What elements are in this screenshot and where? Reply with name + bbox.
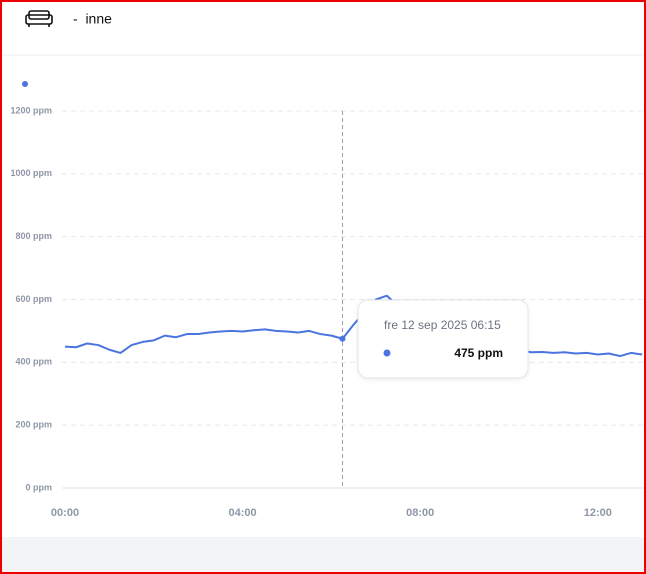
y-tick-label: 400 ppm bbox=[15, 357, 52, 367]
y-tick-label: 1000 ppm bbox=[10, 168, 52, 178]
x-tick-label: 04:00 bbox=[229, 507, 257, 519]
footer-band bbox=[2, 537, 644, 572]
y-tick-label: 200 ppm bbox=[15, 420, 52, 430]
y-tick-label: 0 ppm bbox=[25, 482, 52, 492]
x-tick-label: 12:00 bbox=[584, 507, 612, 519]
x-tick-label: 00:00 bbox=[51, 507, 79, 519]
sofa-icon bbox=[25, 10, 53, 27]
y-tick-label: 1200 ppm bbox=[10, 105, 52, 115]
tooltip-value: 475 ppm bbox=[454, 346, 503, 360]
y-tick-label: 600 ppm bbox=[15, 294, 52, 304]
tooltip-box bbox=[357, 299, 529, 379]
device-title: - inne bbox=[73, 11, 112, 27]
tooltip-title: fre 12 sep 2025 06:15 bbox=[384, 318, 501, 332]
plot bbox=[64, 294, 643, 358]
hover-point bbox=[339, 335, 346, 342]
tooltip-dot bbox=[383, 349, 391, 357]
data-line bbox=[64, 294, 643, 358]
y-tick-label: 800 ppm bbox=[15, 231, 52, 241]
tooltip: fre 12 sep 2025 06:15 475 ppm bbox=[357, 299, 529, 379]
legend-dot bbox=[22, 81, 28, 87]
x-tick-label: 08:00 bbox=[406, 507, 434, 519]
